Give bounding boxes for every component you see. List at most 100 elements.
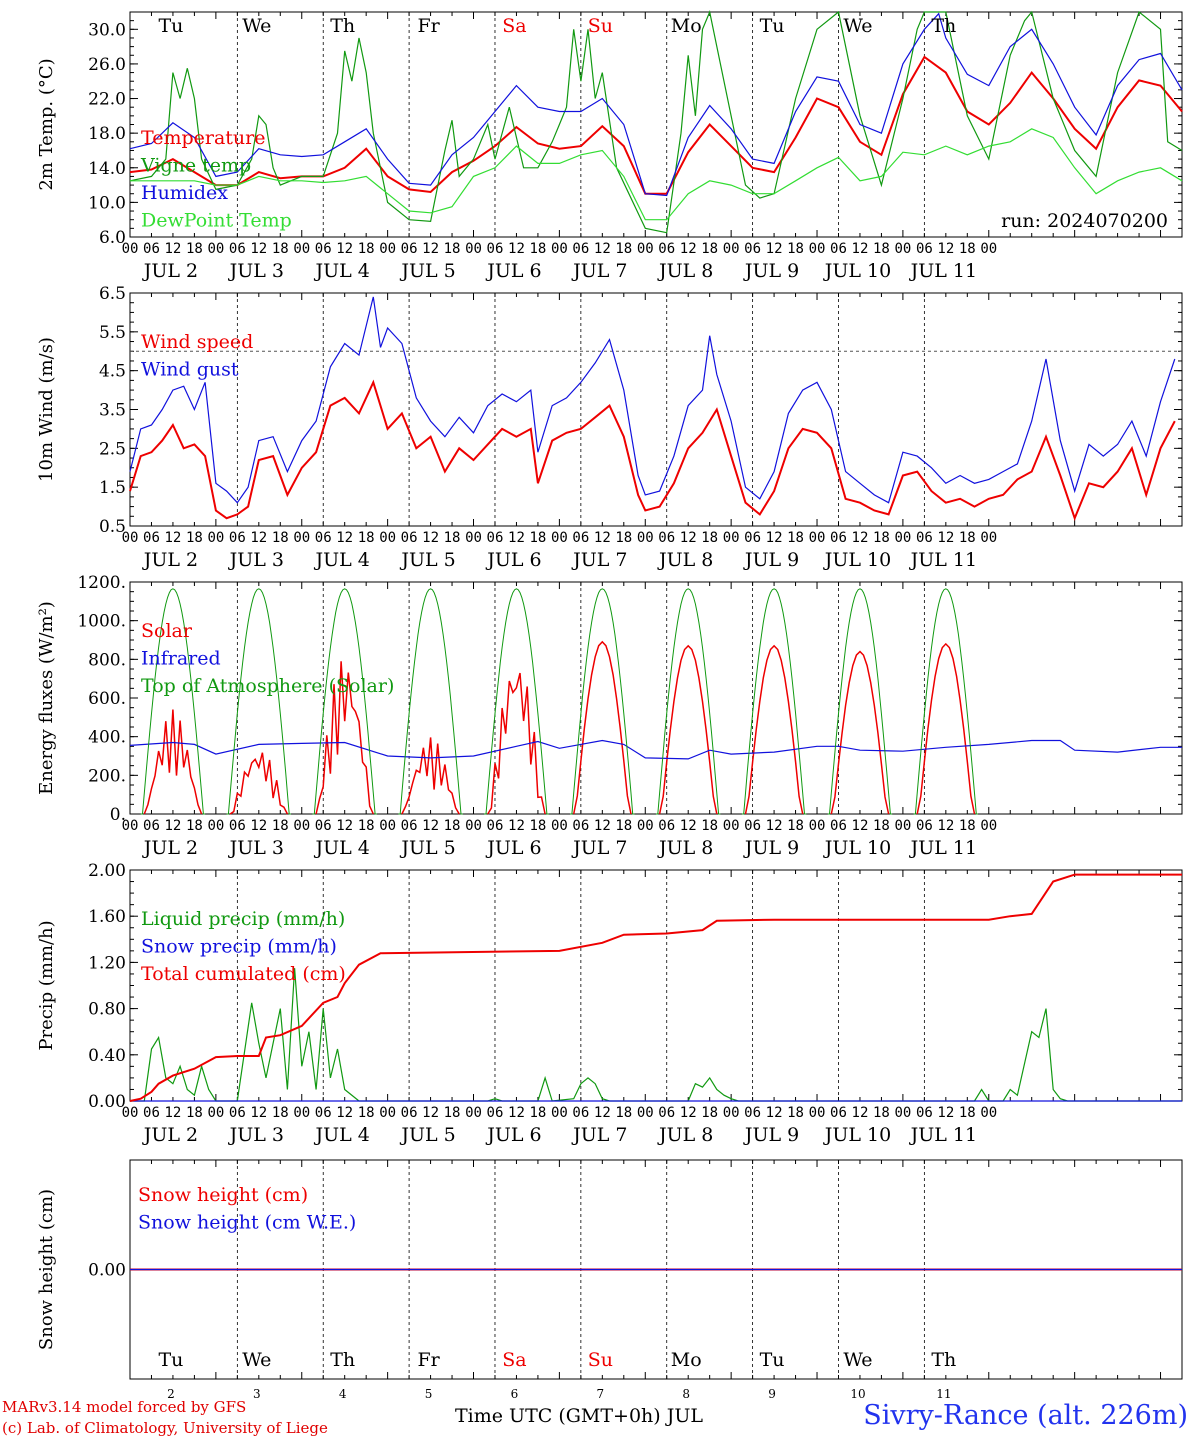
y-tick-label: 5.5 bbox=[99, 323, 126, 343]
series-top-of-atmosphere-solar- bbox=[827, 588, 893, 815]
hour-label: 12 bbox=[165, 818, 182, 834]
hour-label: 06 bbox=[143, 818, 160, 834]
day-number-label: 9 bbox=[768, 1387, 776, 1401]
weekday-label-top: Th bbox=[931, 15, 956, 37]
hour-label: 18 bbox=[959, 241, 976, 257]
series-temperature bbox=[129, 55, 1183, 195]
legend-temperature: Temperature bbox=[141, 127, 265, 149]
hour-label: 12 bbox=[336, 1105, 353, 1121]
hour-label: 18 bbox=[186, 530, 203, 546]
hour-label: 12 bbox=[680, 241, 697, 257]
date-label: JUL 4 bbox=[314, 260, 370, 282]
day-number-label: 6 bbox=[511, 1387, 519, 1401]
series-infrared bbox=[129, 739, 1182, 760]
hour-label: 06 bbox=[572, 241, 589, 257]
hour-label: 06 bbox=[143, 530, 160, 546]
weekday-label-top: Th bbox=[330, 15, 355, 37]
hour-label: 18 bbox=[529, 530, 546, 546]
y-tick-label: 3.5 bbox=[99, 401, 126, 421]
hour-label: 00 bbox=[293, 530, 310, 546]
date-label: JUL 2 bbox=[142, 260, 198, 282]
series-solar bbox=[401, 737, 460, 815]
hour-label: 12 bbox=[680, 530, 697, 546]
hour-label: 00 bbox=[894, 1105, 911, 1121]
date-label: JUL 4 bbox=[314, 549, 370, 571]
series-solar bbox=[572, 640, 632, 815]
series-top-of-atmosphere-solar- bbox=[398, 588, 463, 815]
hour-label: 18 bbox=[615, 818, 632, 834]
hour-label: 12 bbox=[336, 530, 353, 546]
date-label: JUL 5 bbox=[399, 837, 455, 859]
weekday-label-bottom: Tu bbox=[158, 1349, 183, 1371]
y-tick-label: 4.5 bbox=[99, 362, 126, 382]
y-tick-label: 1200. bbox=[77, 573, 126, 593]
date-label: JUL 8 bbox=[657, 1124, 713, 1146]
hour-label: 06 bbox=[916, 241, 933, 257]
hour-label: 00 bbox=[809, 241, 826, 257]
y-tick-label: 0.00 bbox=[88, 1261, 126, 1281]
hour-label: 06 bbox=[658, 241, 675, 257]
hour-label: 00 bbox=[465, 530, 482, 546]
hour-label: 12 bbox=[508, 530, 525, 546]
y-tick-label: 0.00 bbox=[88, 1092, 126, 1112]
panel-frame-0 bbox=[129, 11, 1183, 238]
date-label: JUL 7 bbox=[571, 260, 627, 282]
hour-label: 18 bbox=[529, 818, 546, 834]
hour-label: 00 bbox=[293, 241, 310, 257]
weekday-label-top: We bbox=[242, 15, 271, 37]
hour-label: 00 bbox=[637, 241, 654, 257]
date-label: JUL 2 bbox=[142, 837, 198, 859]
y-tick-label: 0.40 bbox=[88, 1046, 126, 1066]
hour-label: 18 bbox=[701, 530, 718, 546]
hour-label: 12 bbox=[766, 818, 783, 834]
date-label: JUL 11 bbox=[909, 837, 977, 859]
legend-solar: Solar bbox=[141, 620, 193, 642]
hour-label: 06 bbox=[229, 818, 246, 834]
station-name: Sivry-Rance (alt. 226m) bbox=[863, 1400, 1188, 1431]
hour-label: 18 bbox=[787, 530, 804, 546]
series-top-of-atmosphere-solar- bbox=[570, 588, 635, 815]
hour-label: 18 bbox=[358, 530, 375, 546]
date-label: JUL 2 bbox=[142, 549, 198, 571]
hour-label: 00 bbox=[551, 818, 568, 834]
y-tick-label: 1000. bbox=[77, 612, 126, 632]
hour-label: 12 bbox=[422, 241, 439, 257]
hour-label: 18 bbox=[615, 1105, 632, 1121]
hour-label: 00 bbox=[293, 1105, 310, 1121]
series-wind-speed bbox=[129, 379, 1176, 522]
y-tick-label: 1.5 bbox=[99, 478, 126, 498]
hour-label: 06 bbox=[487, 818, 504, 834]
hour-label: 12 bbox=[852, 818, 869, 834]
hour-label: 12 bbox=[937, 1105, 954, 1121]
hour-label: 12 bbox=[852, 530, 869, 546]
hour-label: 12 bbox=[766, 241, 783, 257]
date-label: JUL 7 bbox=[571, 837, 627, 859]
hour-label: 00 bbox=[465, 241, 482, 257]
hour-label: 00 bbox=[723, 1105, 740, 1121]
legend-liquid-precip-mm-h-: Liquid precip (mm/h) bbox=[141, 908, 345, 930]
hour-label: 00 bbox=[637, 1105, 654, 1121]
series-top-of-atmosphere-solar- bbox=[656, 588, 721, 815]
panel-frame-2 bbox=[129, 581, 1183, 815]
hour-label: 06 bbox=[401, 530, 418, 546]
legend-infrared: Infrared bbox=[141, 648, 221, 670]
panel-frame-1 bbox=[129, 292, 1183, 527]
hour-label: 12 bbox=[766, 1105, 783, 1121]
hour-label: 18 bbox=[701, 1105, 718, 1121]
weekday-label-top: Sa bbox=[502, 15, 526, 37]
hour-label: 06 bbox=[487, 530, 504, 546]
hour-label: 12 bbox=[336, 241, 353, 257]
hour-label: 12 bbox=[422, 818, 439, 834]
hour-label: 00 bbox=[122, 530, 139, 546]
hour-label: 06 bbox=[744, 818, 761, 834]
hour-label: 00 bbox=[465, 818, 482, 834]
hour-label: 18 bbox=[701, 241, 718, 257]
weekday-label-bottom: Tu bbox=[760, 1349, 785, 1371]
hour-label: 18 bbox=[272, 1105, 289, 1121]
date-label: JUL 8 bbox=[657, 549, 713, 571]
hour-label: 06 bbox=[572, 818, 589, 834]
hour-label: 06 bbox=[916, 530, 933, 546]
y-axis-label: Precip (mm/h) bbox=[36, 920, 57, 1050]
date-label: JUL 4 bbox=[314, 837, 370, 859]
hour-label: 18 bbox=[444, 818, 461, 834]
